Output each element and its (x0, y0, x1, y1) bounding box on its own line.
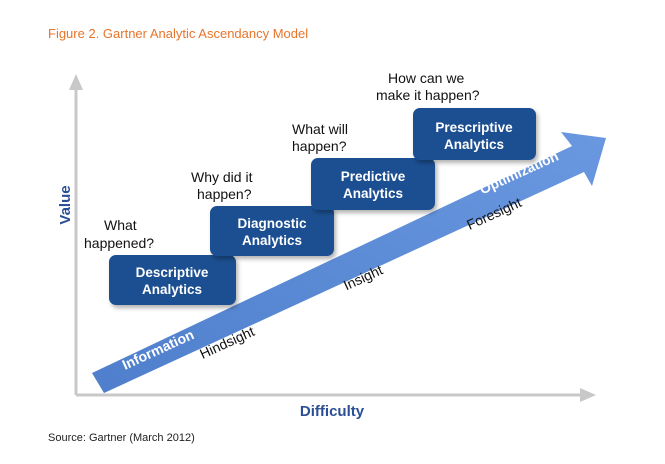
stage-box (413, 108, 536, 160)
stage-predictive: What will happen? Predictive Analytics (292, 121, 435, 210)
stage-box-label: Analytics (142, 282, 202, 297)
stage-question: happened? (84, 235, 154, 251)
axes (69, 74, 596, 402)
stage-question: Why did it (191, 169, 253, 185)
progress-arrow (92, 132, 606, 393)
stage-question: make it happen? (376, 87, 480, 103)
y-axis-arrowhead (69, 74, 83, 90)
stage-diagnostic: Why did it happen? Diagnostic Analytics (191, 169, 334, 256)
stage-question: happen? (292, 138, 347, 154)
stage-box-label: Analytics (242, 233, 302, 248)
stage-box-label: Analytics (444, 137, 504, 152)
stage-box-label: Diagnostic (237, 216, 307, 231)
stage-box (210, 206, 334, 256)
y-axis-label: Value (57, 185, 74, 224)
stage-descriptive: What happened? Descriptive Analytics (84, 217, 236, 305)
stage-box (311, 158, 435, 210)
stage-box-label: Descriptive (136, 265, 209, 280)
x-axis-arrowhead (580, 388, 596, 402)
stage-question: What (104, 217, 137, 233)
stage-question: What will (292, 121, 348, 137)
stage-box (109, 255, 236, 305)
stage-box-label: Prescriptive (435, 120, 513, 135)
stage-prescriptive: How can we make it happen? Prescriptive … (376, 70, 536, 160)
stage-box-label: Predictive (341, 169, 406, 184)
figure-title: Figure 2. Gartner Analytic Ascendancy Mo… (48, 26, 309, 41)
source-note: Source: Gartner (March 2012) (48, 432, 195, 444)
stage-question: How can we (388, 70, 464, 86)
stage-box-label: Analytics (343, 186, 403, 201)
stage-question: happen? (197, 186, 252, 202)
x-axis-label: Difficulty (300, 403, 365, 420)
